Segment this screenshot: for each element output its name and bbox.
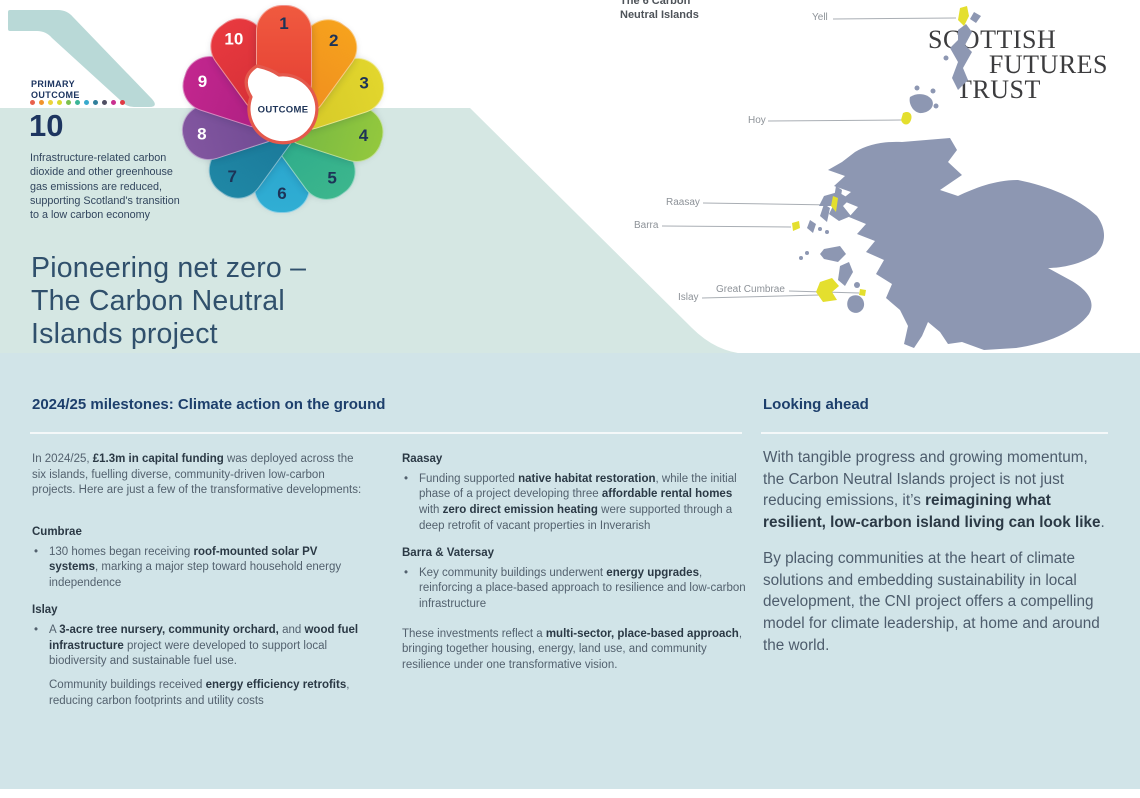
primary-outcome-description: Infrastructure-related carbon dioxide an… bbox=[30, 152, 180, 221]
lewis-harris bbox=[894, 147, 917, 184]
uist-2 bbox=[820, 204, 830, 222]
raasay-bullet-1: Funding supported native habitat restora… bbox=[402, 472, 750, 535]
section-heading-barra-vatersay: Barra & Vatersay bbox=[402, 547, 495, 560]
outcome-dot bbox=[66, 100, 71, 105]
orkney-islet-3 bbox=[933, 103, 939, 109]
primary-outcome-number: 10 bbox=[29, 108, 64, 143]
section-heading-raasay: Raasay bbox=[402, 453, 443, 465]
outcome-color-dots bbox=[30, 100, 125, 105]
outcome-dot bbox=[48, 100, 53, 105]
island-yell bbox=[958, 6, 969, 26]
outcome-dot bbox=[93, 100, 98, 105]
island-hoy bbox=[901, 111, 912, 125]
map-label-yell: Yell bbox=[812, 12, 828, 23]
outcome-dot bbox=[111, 100, 116, 105]
outcome-dot bbox=[120, 100, 125, 105]
section-heading-cumbrae: Cumbrae bbox=[32, 525, 82, 538]
map-label-hoy: Hoy bbox=[748, 115, 766, 126]
looking-ahead-divider bbox=[761, 432, 1108, 434]
outcome-dot bbox=[39, 100, 44, 105]
milestones-divider bbox=[30, 432, 742, 434]
jura bbox=[838, 262, 853, 286]
island-islay bbox=[816, 278, 839, 302]
tiree bbox=[799, 256, 803, 260]
map-label-barra: Barra bbox=[634, 220, 659, 231]
section-heading-islay: Islay bbox=[32, 604, 58, 617]
shetland-islet-2 bbox=[943, 55, 949, 61]
milestones-column-2: Raasay Funding supported native habitat … bbox=[402, 452, 750, 684]
logo-line-3: TRUST bbox=[956, 75, 1041, 104]
map-label-great-cumbrae: Great Cumbrae bbox=[716, 284, 785, 295]
small-isle-2 bbox=[825, 230, 829, 234]
outcome-dot bbox=[84, 100, 89, 105]
teal-corner-ribbon bbox=[8, 10, 155, 107]
islay-extra: Community buildings received energy effi… bbox=[49, 678, 350, 707]
map-label-raasay: Raasay bbox=[666, 197, 700, 208]
islay-bullets: A 3-acre tree nursery, community orchard… bbox=[32, 623, 365, 670]
pale-teal-left-region bbox=[0, 108, 746, 354]
looking-ahead-heading: Looking ahead bbox=[763, 396, 869, 413]
barra-bullets: Key community buildings underwent energy… bbox=[402, 566, 750, 613]
page-title: Pioneering net zero – The Carbon Neutral… bbox=[31, 252, 307, 351]
shetland-islet bbox=[970, 12, 981, 23]
milestones-intro: In 2024/25, £1.3m in capital funding was… bbox=[32, 453, 362, 497]
map-label-islay: Islay bbox=[678, 292, 699, 303]
petal-3-number: 3 bbox=[359, 73, 369, 93]
island-great-cumbrae bbox=[859, 289, 866, 296]
petal-5-number: 5 bbox=[327, 168, 337, 188]
looking-ahead-paragraph-1: With tangible progress and growing momen… bbox=[763, 449, 1105, 532]
looking-ahead-column: With tangible progress and growing momen… bbox=[763, 447, 1113, 670]
island-barra bbox=[792, 221, 800, 231]
island-raasay bbox=[831, 196, 838, 212]
outcome-dot bbox=[30, 100, 35, 105]
outcome-dot bbox=[75, 100, 80, 105]
shetland-islands bbox=[950, 24, 972, 90]
petal-1-number: 1 bbox=[279, 14, 289, 33]
milestones-heading: 2024/25 milestones: Climate action on th… bbox=[32, 396, 386, 413]
outcome-center-label: OUTCOME bbox=[258, 105, 309, 116]
primary-outcome-label: PRIMARY OUTCOME bbox=[31, 79, 80, 100]
scotland-map bbox=[661, 6, 1105, 350]
scottish-futures-trust-logo: SCOTTISH FUTURES TRUST bbox=[928, 25, 1108, 104]
mull bbox=[820, 246, 846, 262]
outcome-center-bubble: OUTCOME bbox=[244, 64, 319, 145]
barra-bullet-1: Key community buildings underwent energy… bbox=[402, 566, 750, 613]
small-isle-1 bbox=[818, 227, 822, 231]
islay-bullet-1: A 3-acre tree nursery, community orchard… bbox=[32, 623, 365, 670]
cumbrae-bullets: 130 homes began receiving roof-mounted s… bbox=[32, 545, 365, 592]
uist-3 bbox=[807, 220, 816, 233]
milestones-closing: These investments reflect a multi-sector… bbox=[402, 627, 743, 671]
arran bbox=[847, 295, 865, 313]
raasay-bullets: Funding supported native habitat restora… bbox=[402, 472, 750, 535]
logo-line-2: FUTURES bbox=[988, 50, 1108, 79]
orkney-mainland bbox=[909, 94, 933, 114]
coll bbox=[805, 251, 809, 255]
outcome-dot bbox=[57, 100, 62, 105]
orkney-islet-2 bbox=[930, 88, 936, 94]
map-heading: The 6 Carbon Neutral Islands bbox=[620, 0, 699, 22]
logo-line-1: SCOTTISH bbox=[928, 25, 1057, 54]
looking-ahead-paragraph-2: By placing communities at the heart of c… bbox=[763, 549, 1100, 654]
orkney-islet-1 bbox=[914, 85, 920, 91]
scotland-mainland bbox=[828, 138, 1105, 350]
milestones-column-1: In 2024/25, £1.3m in capital funding was… bbox=[32, 452, 365, 719]
outcome-dot bbox=[102, 100, 107, 105]
cumbrae-bullet-1: 130 homes began receiving roof-mounted s… bbox=[32, 545, 365, 592]
petal-6-number: 6 bbox=[277, 184, 287, 203]
bute bbox=[854, 282, 860, 288]
